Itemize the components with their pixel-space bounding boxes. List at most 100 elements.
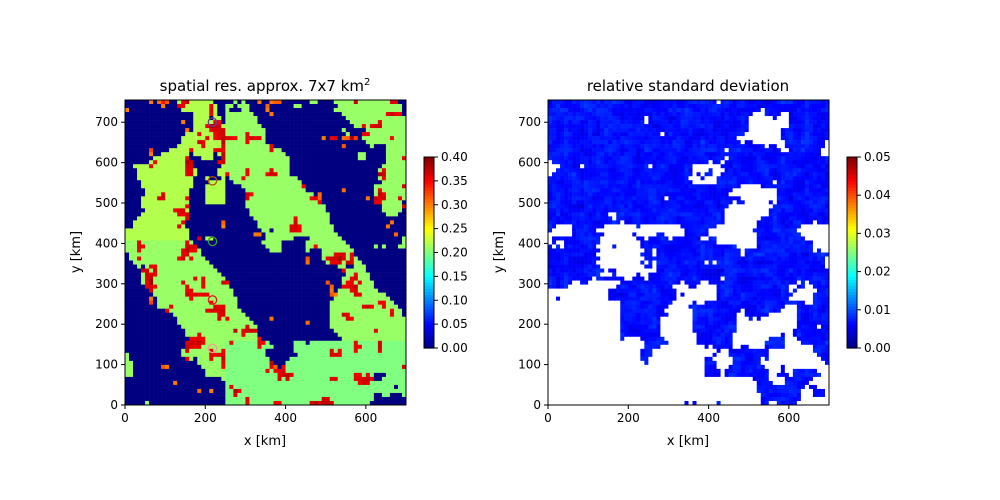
left-heatmap-cell bbox=[393, 276, 399, 281]
left-heatmap-cell bbox=[401, 128, 407, 133]
left-heatmap-cell bbox=[237, 292, 242, 297]
left-heatmap-cell bbox=[197, 204, 202, 209]
left-heatmap-cell bbox=[161, 356, 166, 362]
left-heatmap-cell bbox=[285, 284, 290, 289]
left-heatmap-cell bbox=[321, 216, 327, 221]
left-heatmap-cell bbox=[349, 176, 355, 181]
left-heatmap-cell bbox=[321, 292, 327, 297]
left-heatmap-cell bbox=[393, 260, 399, 265]
left-heatmap-cell bbox=[257, 168, 262, 173]
left-heatmap-cell bbox=[309, 168, 314, 173]
left-heatmap-cell bbox=[317, 208, 322, 213]
left-heatmap-cell bbox=[153, 264, 158, 269]
left-heatmap-cell bbox=[309, 104, 314, 109]
left-heatmap-cell bbox=[165, 292, 170, 297]
left-heatmap-cell bbox=[321, 248, 327, 253]
left-heatmap-cell bbox=[309, 368, 314, 374]
left-heatmap-cell bbox=[329, 160, 335, 165]
left-heatmap-cell bbox=[329, 360, 335, 366]
left-heatmap-cell bbox=[401, 172, 407, 177]
left-heatmap-cell bbox=[301, 320, 306, 326]
left-heatmap-cell bbox=[325, 380, 331, 386]
left-heatmap-cell bbox=[349, 136, 355, 141]
left-heatmap-cell bbox=[157, 288, 162, 293]
left-heatmap-cell bbox=[197, 332, 202, 338]
left-heatmap-cell bbox=[161, 320, 166, 326]
left-heatmap-cell bbox=[333, 224, 339, 229]
left-heatmap-cell bbox=[217, 312, 222, 318]
left-heatmap-cell bbox=[285, 136, 290, 141]
left-heatmap-cell bbox=[265, 336, 270, 342]
left-heatmap-cell bbox=[193, 140, 198, 145]
left-heatmap-cell bbox=[341, 352, 347, 358]
left-heatmap-cell bbox=[265, 276, 270, 281]
left-heatmap-cell bbox=[337, 364, 343, 370]
left-heatmap-cell bbox=[317, 300, 322, 305]
left-heatmap-cell bbox=[225, 364, 230, 370]
left-heatmap-cell bbox=[317, 232, 322, 237]
left-heatmap-cell bbox=[141, 196, 146, 201]
left-heatmap-cell bbox=[289, 168, 294, 173]
left-heatmap-cell bbox=[313, 300, 318, 305]
left-heatmap-cell bbox=[253, 148, 258, 153]
left-heatmap-cell bbox=[365, 100, 371, 105]
left-heatmap-cell bbox=[389, 224, 395, 229]
left-heatmap-cell bbox=[373, 304, 379, 309]
left-heatmap-cell bbox=[217, 220, 222, 225]
left-heatmap-cell bbox=[141, 144, 146, 149]
left-heatmap-cell bbox=[389, 324, 395, 330]
left-heatmap-cell bbox=[397, 236, 403, 241]
left-heatmap-cell bbox=[357, 200, 363, 205]
left-heatmap-cell bbox=[297, 284, 302, 289]
left-heatmap-cell bbox=[301, 348, 306, 354]
left-heatmap-cell bbox=[165, 140, 170, 145]
left-heatmap-cell bbox=[305, 268, 310, 273]
left-heatmap-cell bbox=[165, 224, 170, 229]
left-heatmap-cell bbox=[261, 156, 266, 161]
left-heatmap-cell bbox=[265, 348, 270, 354]
left-heatmap-cell bbox=[341, 100, 347, 105]
left-heatmap-cell bbox=[217, 132, 222, 137]
left-heatmap-cell bbox=[133, 180, 138, 185]
left-heatmap-cell bbox=[277, 148, 282, 153]
left-heatmap-cell bbox=[165, 152, 170, 157]
left-heatmap-cell bbox=[277, 312, 282, 318]
left-heatmap-cell bbox=[381, 184, 387, 189]
left-heatmap-cell bbox=[229, 348, 234, 354]
left-heatmap-cell bbox=[197, 152, 202, 157]
left-heatmap-cell bbox=[229, 288, 234, 293]
left-heatmap-cell bbox=[205, 224, 210, 229]
left-heatmap-cell bbox=[349, 328, 355, 334]
left-heatmap-cell bbox=[397, 288, 403, 293]
left-heatmap-cell bbox=[257, 212, 262, 217]
left-heatmap-cell bbox=[141, 364, 146, 370]
left-heatmap-cell bbox=[321, 116, 327, 121]
left-heatmap-cell bbox=[389, 284, 395, 289]
left-heatmap-cell bbox=[145, 380, 150, 386]
left-heatmap-cell bbox=[273, 104, 278, 109]
left-heatmap-cell bbox=[173, 192, 178, 197]
left-heatmap-cell bbox=[185, 372, 190, 378]
left-heatmap-cell bbox=[273, 244, 278, 249]
left-heatmap-cell bbox=[249, 268, 254, 273]
left-heatmap-cell bbox=[257, 320, 262, 326]
left-heatmap-cell bbox=[277, 344, 282, 350]
left-heatmap-cell bbox=[253, 140, 258, 145]
left-heatmap-cell bbox=[157, 328, 162, 334]
left-heatmap-cell bbox=[129, 112, 134, 117]
left-heatmap-cell bbox=[293, 328, 298, 334]
left-heatmap-cell bbox=[321, 296, 327, 301]
left-heatmap-cell bbox=[345, 148, 351, 153]
left-heatmap-cell bbox=[237, 348, 242, 354]
left-heatmap-cell bbox=[217, 184, 222, 189]
left-heatmap-cell bbox=[129, 264, 134, 269]
left-heatmap-cell bbox=[285, 148, 290, 153]
left-heatmap-cell bbox=[377, 152, 383, 157]
left-heatmap-cell bbox=[213, 316, 218, 322]
left-heatmap-cell bbox=[269, 128, 274, 133]
left-heatmap-cell bbox=[229, 104, 234, 109]
left-heatmap-cell bbox=[337, 324, 343, 330]
left-heatmap-cell bbox=[345, 248, 351, 253]
left-heatmap-cell bbox=[169, 236, 174, 241]
left-heatmap-cell bbox=[157, 292, 162, 297]
